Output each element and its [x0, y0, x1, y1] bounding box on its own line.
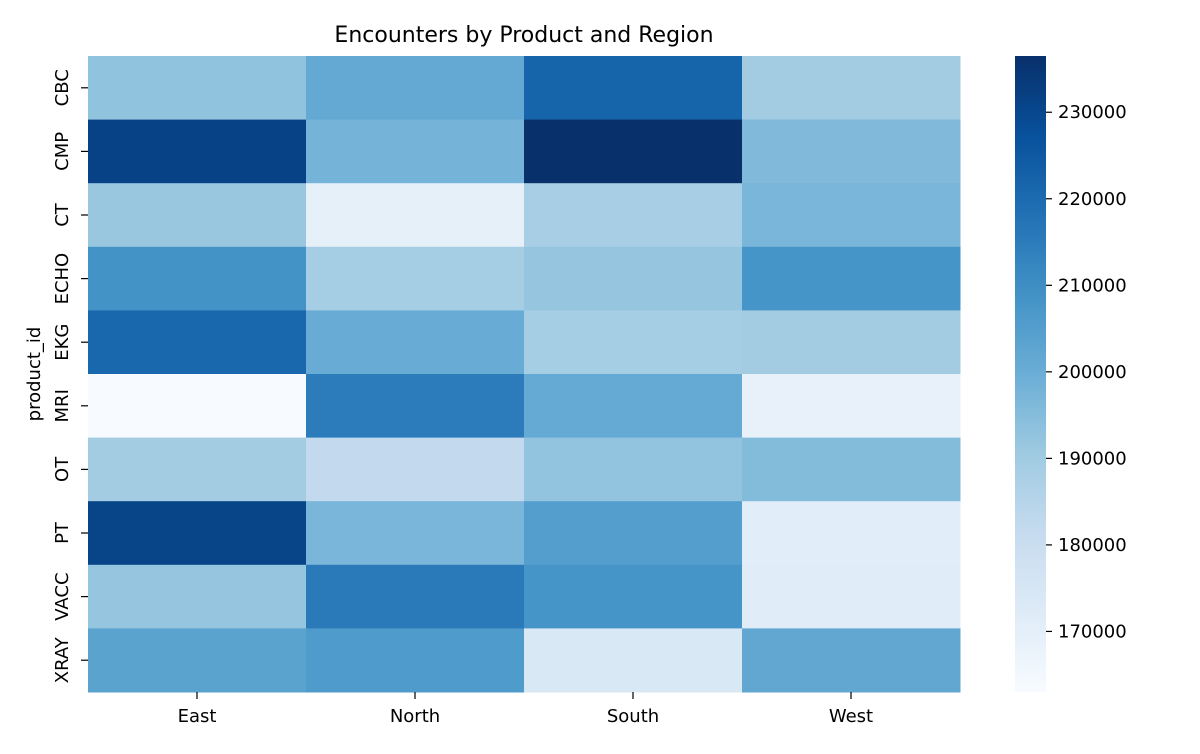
colorbar-tick-label: 230000	[1058, 102, 1127, 123]
heatmap-cell-cmp-north	[306, 119, 525, 184]
y-tick-label-xray: XRAY	[52, 636, 73, 683]
colorbar-tick-label: 220000	[1058, 189, 1127, 210]
heatmap-cell-echo-west	[742, 246, 961, 311]
colorbar-gradient	[1015, 56, 1046, 692]
heatmap-cell-cmp-east	[88, 119, 307, 184]
y-tick-label-ot: OT	[52, 456, 73, 482]
y-tick-label-echo: ECHO	[52, 253, 73, 305]
heatmap-cell-mri-north	[306, 374, 525, 439]
heatmap-cell-ekg-east	[88, 310, 307, 375]
y-tick-label-cmp: CMP	[52, 132, 73, 171]
colorbar-tick-label: 180000	[1058, 535, 1127, 556]
heatmap-cell-vacc-north	[306, 564, 525, 629]
heatmap-cell-cbc-south	[524, 56, 743, 121]
heatmap-cell-echo-south	[524, 246, 743, 311]
heatmap-cell-ct-east	[88, 183, 307, 248]
heatmap-cell-xray-south	[524, 628, 743, 693]
heatmap-cell-mri-south	[524, 374, 743, 439]
y-tick-label-pt: PT	[52, 521, 73, 544]
x-tick-label-south: South	[607, 706, 659, 727]
y-axis: CBC CMP CT ECHO EKG MRI OT PT VACC XRAY	[52, 69, 88, 683]
heatmap-cell-mri-west	[742, 374, 961, 439]
heatmap-cell-ekg-north	[306, 310, 525, 375]
heatmap-cell-ct-north	[306, 183, 525, 248]
heatmap-cell-pt-south	[524, 501, 743, 566]
heatmap-cell-mri-east	[88, 374, 307, 439]
heatmap-cell-cbc-west	[742, 56, 961, 121]
heatmap-cell-ekg-south	[524, 310, 743, 375]
heatmap-cell-ot-east	[88, 437, 307, 502]
heatmap-cell-ot-south	[524, 437, 743, 502]
heatmap-cell-cbc-east	[88, 56, 307, 121]
heatmap-cell-pt-north	[306, 501, 525, 566]
heatmap-cell-vacc-south	[524, 564, 743, 629]
colorbar-tick-label: 170000	[1058, 621, 1127, 642]
heatmap-cell-ct-west	[742, 183, 961, 248]
colorbar-tick-label: 190000	[1058, 448, 1127, 469]
heatmap-cell-cbc-north	[306, 56, 525, 121]
heatmap-cell-xray-east	[88, 628, 307, 693]
colorbar: 170000 180000 190000 200000 210000 220000 2300…	[1015, 56, 1127, 692]
heatmap-cell-ot-west	[742, 437, 961, 502]
chart-title: Encounters by Product and Region	[334, 23, 713, 48]
y-tick-label-cbc: CBC	[52, 69, 73, 106]
y-tick-label-ct: CT	[52, 202, 73, 227]
y-axis-label: product_id	[24, 327, 45, 422]
heatmap-cell-xray-north	[306, 628, 525, 693]
x-tick-label-north: North	[390, 706, 440, 727]
heatmap-cell-cmp-west	[742, 119, 961, 184]
x-tick-label-east: East	[178, 706, 217, 727]
heatmap-cell-xray-west	[742, 628, 961, 693]
heatmap-cell-ot-north	[306, 437, 525, 502]
heatmap-cell-vacc-west	[742, 564, 961, 629]
x-tick-label-west: West	[829, 706, 873, 727]
colorbar-tick-label: 210000	[1058, 275, 1127, 296]
heatmap-cell-ekg-west	[742, 310, 961, 375]
y-tick-label-ekg: EKG	[52, 324, 73, 361]
heatmap-cell-echo-north	[306, 246, 525, 311]
heatmap-cell-echo-east	[88, 246, 307, 311]
heatmap-cell-pt-west	[742, 501, 961, 566]
heatmap-cell-ct-south	[524, 183, 743, 248]
heatmap-cell-vacc-east	[88, 564, 307, 629]
heatmap-cells	[88, 56, 961, 693]
y-tick-label-mri: MRI	[52, 389, 73, 422]
y-tick-label-vacc: VACC	[52, 572, 73, 620]
colorbar-tick-label: 200000	[1058, 362, 1127, 383]
heatmap-cell-cmp-south	[524, 119, 743, 184]
heatmap-cell-pt-east	[88, 501, 307, 566]
x-axis: East North South West	[178, 692, 873, 727]
